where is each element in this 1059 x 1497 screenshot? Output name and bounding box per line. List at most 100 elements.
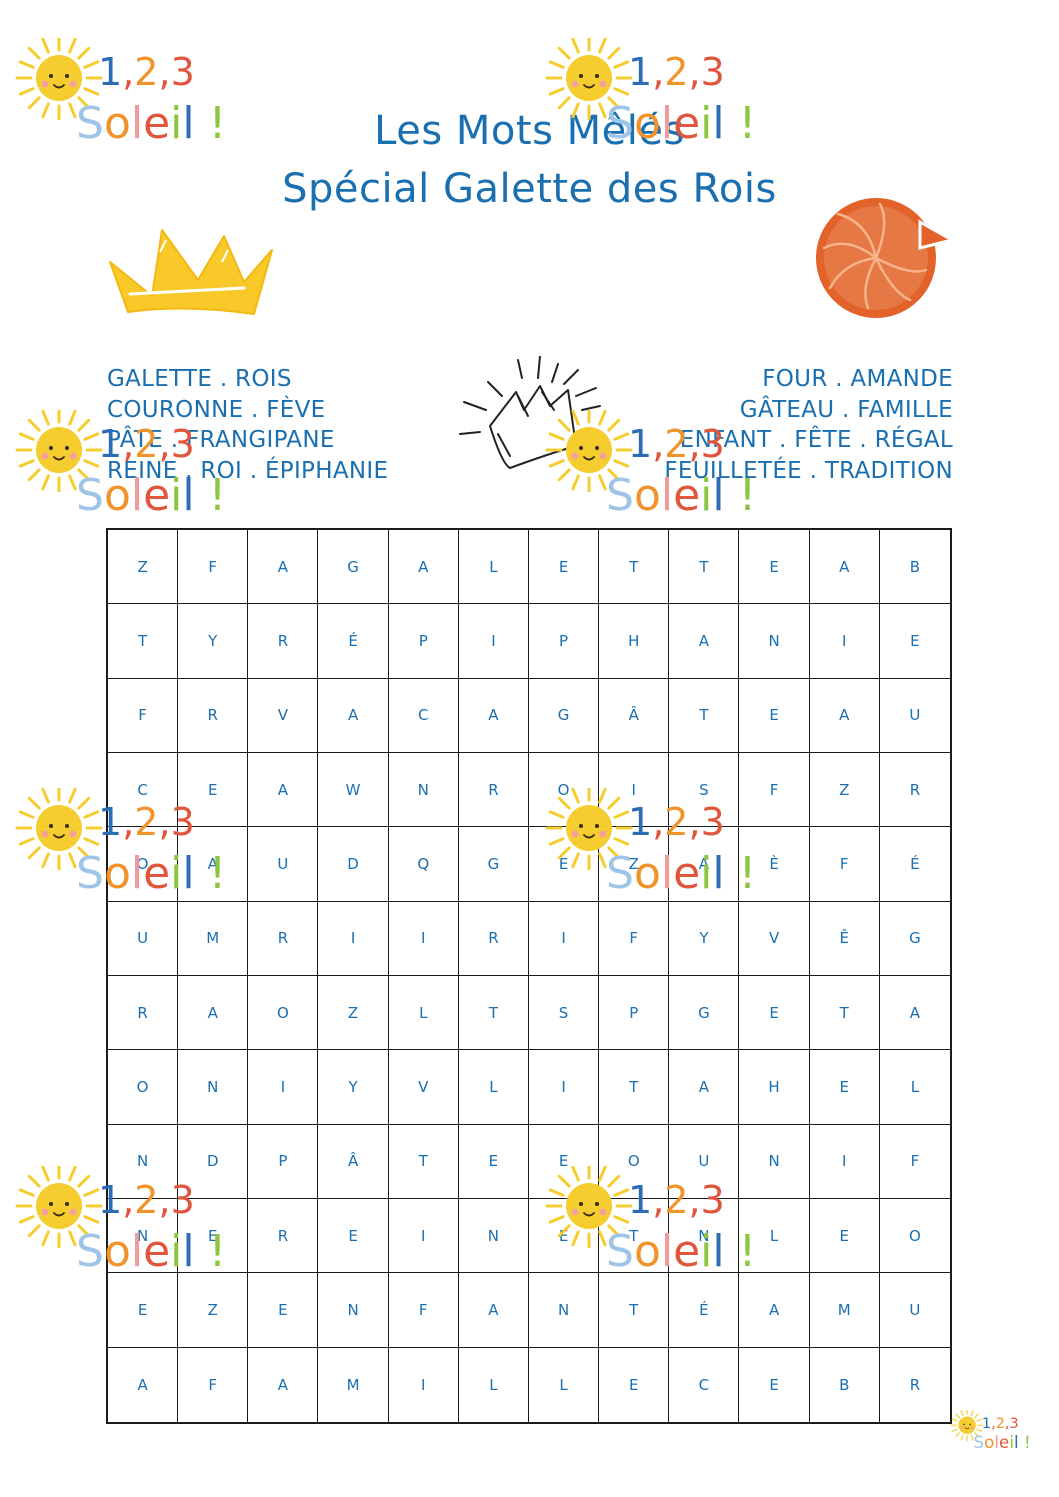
soleil-watermark: 1,2,3 Soleil ! [14, 788, 226, 918]
grid-cell: I [528, 901, 600, 976]
grid-cell: Ê [809, 901, 880, 976]
watermark-numbers: 1,2,3 [98, 50, 195, 94]
grid-cell: G [669, 976, 740, 1051]
grid-cell: G [528, 678, 600, 753]
grid-cell: F [879, 1125, 950, 1199]
grid-cell: C [388, 678, 459, 753]
watermark-word: Soleil ! [76, 1226, 227, 1277]
grid-cell: E [739, 678, 810, 753]
watermark-numbers: 1,2,3 [98, 422, 195, 466]
grid-cell: R [909, 1375, 921, 1394]
grid-cell: F [599, 901, 670, 976]
grid-cell: N [108, 1124, 179, 1199]
grid-cell: M [178, 901, 249, 976]
grid-cell: F [178, 530, 249, 605]
watermark-word: Soleil ! [606, 470, 757, 521]
grid-cell: T [388, 1124, 459, 1199]
grid-cell: A [879, 976, 950, 1051]
grid-cell: E [248, 1273, 319, 1348]
grid-cell: Y [669, 901, 740, 976]
grid-cell: E [108, 1273, 179, 1348]
sun-icon [950, 1410, 984, 1442]
grid-cell: L [739, 1199, 810, 1274]
grid-cell: L [529, 1347, 600, 1422]
grid-cell: E [879, 604, 950, 679]
word-list-item: COURONNE . FÈVE [107, 396, 326, 423]
grid-cell: I [458, 604, 529, 679]
word-list-item: GÂTEAU . FAMILLE [739, 396, 953, 423]
watermark-numbers: 1,2,3 [98, 800, 195, 844]
grid-cell: E [739, 1347, 810, 1422]
grid-cell: U [879, 1273, 950, 1348]
grid-cell: É [318, 604, 389, 679]
grid-cell: I [388, 901, 459, 976]
grid-cell: O [108, 827, 179, 902]
page-title: Les Mots Mêlés [374, 108, 685, 154]
grid-cell: A [388, 530, 459, 605]
grid-cell: U [248, 827, 319, 902]
sun-icon [15, 1166, 103, 1248]
grid-cell: Y [318, 1050, 389, 1125]
grid-cell: A [458, 1273, 529, 1348]
grid-cell: E [809, 1050, 880, 1125]
grid-cell: A [809, 530, 880, 605]
sun-icon [15, 788, 103, 870]
grid-cell: A [248, 1347, 319, 1422]
grid-cell: R [248, 604, 319, 679]
grid-cell: Â [318, 1124, 389, 1199]
grid-cell: I [248, 1050, 319, 1125]
grid-cell: F [108, 678, 179, 753]
watermark-numbers: 1,2,3 [628, 50, 725, 94]
grid-cell: R [178, 678, 249, 753]
grid-cell: V [248, 678, 319, 753]
soleil-watermark: 1,2,3 Soleil ! [544, 1166, 756, 1296]
grid-cell: N [739, 1124, 810, 1199]
grid-cell: L [879, 1050, 950, 1125]
word-list-left: GALETTE . ROIS COURONNE . FÈVE PÂTE . FR… [107, 364, 388, 486]
grid-cell: V [388, 1050, 459, 1125]
grid-cell: P [388, 604, 459, 679]
grid-cell: A [669, 604, 740, 679]
galette-icon [816, 198, 957, 318]
grid-cell: E [528, 827, 600, 902]
grid-cell: A [809, 678, 880, 753]
grid-cell: E [178, 753, 249, 828]
grid-cell: T [458, 976, 529, 1051]
word-list-right: FOUR . AMANDE GÂTEAU . FAMILLE ENFANT . … [664, 364, 953, 486]
grid-cell: N [178, 1050, 249, 1125]
sun-icon [15, 38, 103, 120]
grid-cell: Â [599, 678, 670, 753]
watermark-word: Soleil ! [606, 848, 757, 899]
grid-cell: D [178, 1124, 249, 1199]
grid-cell: R [108, 976, 179, 1051]
grid-cell: B [810, 1347, 880, 1422]
grid-cell: F [178, 1347, 249, 1422]
grid-cell: E [528, 1124, 600, 1199]
grid-cell: F [739, 753, 810, 828]
page-subtitle: Spécial Galette des Rois [282, 166, 777, 212]
grid-cell: E [739, 530, 810, 605]
soleil-watermark: 1,2,3 Soleil ! [14, 1166, 226, 1296]
sun-icon [545, 38, 633, 120]
grid-cell: F [388, 1273, 459, 1348]
watermark-word: Soleil ! [76, 98, 227, 149]
grid-cell: E [528, 530, 600, 605]
grid-cell: B [879, 530, 950, 605]
grid-cell: N [108, 1199, 179, 1274]
watermark-numbers: 1,2,3 [98, 1178, 195, 1222]
word-list-item: PÂTE . FRANGIPANE [107, 427, 335, 453]
grid-cell: È [739, 827, 810, 902]
party-crown-icon [459, 356, 601, 469]
grid-cell: Z [318, 976, 389, 1051]
grid-cell: A [178, 827, 249, 902]
grid-cell: T [599, 1199, 670, 1274]
grid-cell: N [458, 1199, 529, 1274]
grid-cell: T [669, 678, 740, 753]
grid-cell: T [599, 1050, 670, 1125]
grid-cell: P [599, 976, 670, 1051]
grid-cell: A [669, 1050, 740, 1125]
grid-cell: Z [178, 1273, 249, 1348]
watermark-numbers: 1,2,3 [628, 800, 725, 844]
grid-cell: I [318, 901, 389, 976]
grid-cell: I [528, 1050, 600, 1125]
